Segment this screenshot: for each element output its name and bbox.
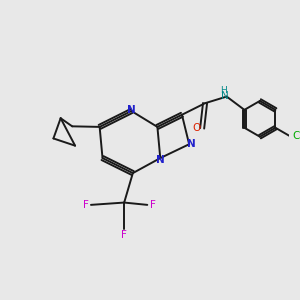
Text: F: F <box>83 200 89 210</box>
Text: N: N <box>127 105 136 115</box>
Text: N: N <box>187 139 196 148</box>
Text: F: F <box>121 230 127 240</box>
Text: H: H <box>220 86 227 95</box>
Text: O: O <box>193 123 201 133</box>
Text: Cl: Cl <box>292 131 300 141</box>
Text: F: F <box>149 200 155 210</box>
Text: N: N <box>157 154 165 164</box>
Text: N: N <box>221 91 229 101</box>
